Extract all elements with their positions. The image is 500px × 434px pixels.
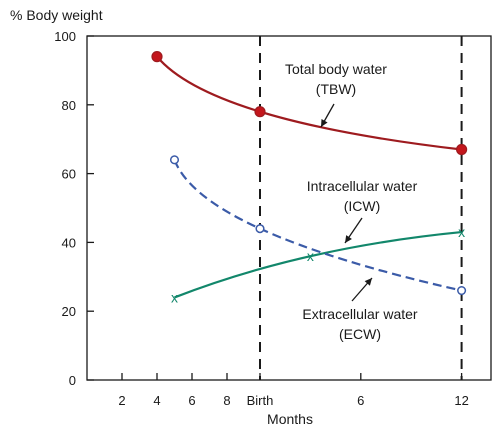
y-tick-label: 20 [62, 304, 76, 319]
ecw-point [255, 224, 265, 234]
y-tick-label: 40 [62, 235, 76, 250]
ecw-arrow-head [364, 278, 372, 286]
icw-point: x [171, 289, 178, 305]
y-tick-label: 100 [54, 29, 76, 44]
icw-annotation-line1: Intracellular water [307, 178, 418, 194]
x-tick-label: 8 [223, 393, 230, 408]
plot-frame [86, 35, 492, 381]
ecw-annotation-line2: (ECW) [339, 326, 381, 342]
y-tick-label: 80 [62, 98, 76, 113]
y-tick-label: 0 [69, 373, 76, 388]
icw-point: x [458, 224, 465, 240]
x-tick-label: Birth [247, 393, 274, 408]
x-tick-label: 12 [454, 393, 468, 408]
x-axis-label: Months [267, 411, 313, 427]
icw-point: x [307, 248, 314, 264]
icw-arrow-head [345, 235, 352, 243]
icw-series-line [174, 230, 462, 299]
tbw-point [151, 51, 163, 63]
x-tick-label: 6 [357, 393, 364, 408]
y-axis-label: % Body weight [10, 7, 103, 23]
x-tick-label: 4 [153, 393, 160, 408]
ecw-point [169, 155, 180, 165]
tbw-arrow-head [321, 119, 328, 127]
tbw-annotation-line2: (TBW) [316, 81, 356, 97]
icw-annotation-line2: (ICW) [344, 198, 381, 214]
x-tick-label: 2 [118, 393, 125, 408]
tbw-annotation-line1: Total body water [285, 61, 387, 77]
ecw-point [457, 286, 467, 296]
tbw-point [456, 143, 468, 156]
ecw-annotation-line1: Extracellular water [302, 306, 417, 322]
x-tick-label: 6 [188, 393, 195, 408]
y-tick-label: 60 [62, 167, 76, 182]
tbw-point [254, 106, 266, 118]
